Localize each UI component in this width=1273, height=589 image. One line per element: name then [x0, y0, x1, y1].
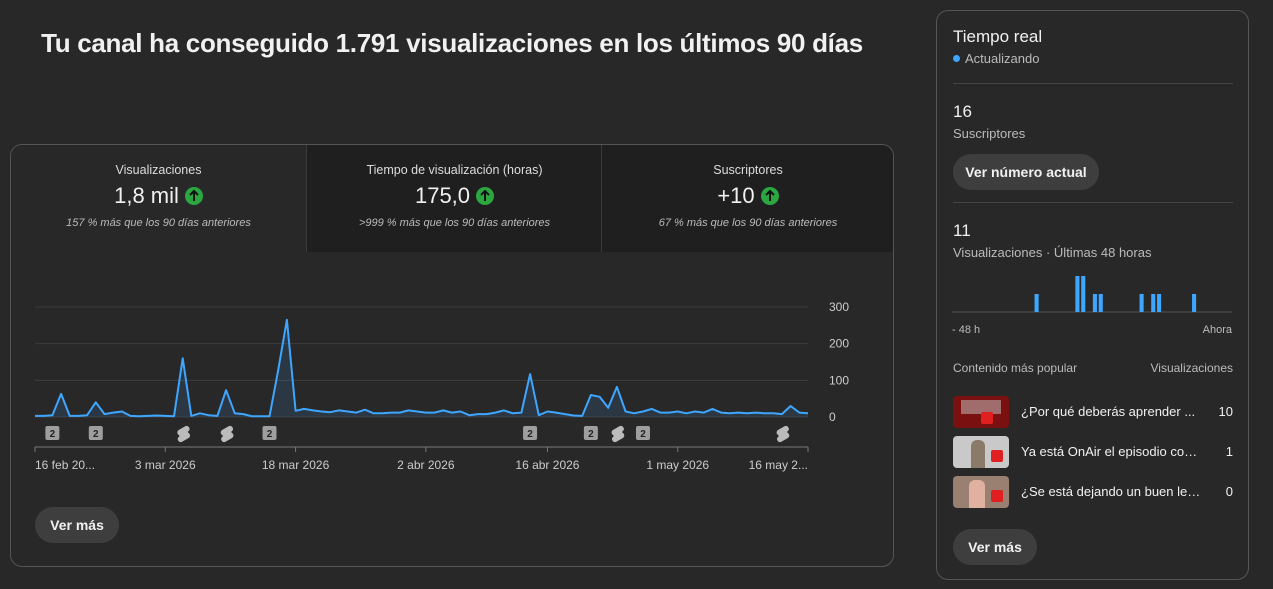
metric-value: +10 — [717, 183, 755, 208]
shorts-icon — [611, 425, 625, 443]
separator — [953, 83, 1233, 84]
x-tick-label: 16 feb 20... — [35, 458, 95, 472]
status-text: Actualizando — [965, 51, 1040, 66]
line-chart: 0 100 200 300 16 feb 20... 3 mar 2026 18 mar 2… — [34, 300, 849, 472]
shorts-icon — [177, 425, 190, 443]
up-arrow — [476, 187, 495, 205]
metric-label: Tiempo de visualización (horas) — [366, 163, 543, 177]
metric-note: 157 % más que los 90 días anteriores — [66, 217, 251, 229]
page-title: Tu canal ha conseguido 1.791 visualizaci… — [41, 28, 863, 58]
bar — [1157, 294, 1162, 312]
top-row[interactable]: ¿Se está dejando un buen leg... 0 — [953, 476, 1233, 508]
x-tick-label: 16 may 2... — [749, 458, 808, 472]
badge — [262, 426, 277, 440]
top-row[interactable]: ¿Por qué deberás aprender ... 10 — [953, 396, 1233, 428]
thumbnail — [953, 436, 1009, 468]
up-arrow — [184, 187, 203, 205]
metric-value: 1,8 mil — [114, 183, 179, 208]
badge-label: 2 — [527, 429, 533, 440]
badge — [88, 426, 103, 440]
badge — [635, 426, 650, 440]
x-tick-label: 2 abr 2026 — [397, 458, 455, 472]
badge — [583, 426, 598, 440]
views-value: 11 — [953, 221, 971, 240]
thumbnail — [953, 476, 1009, 508]
metric-label: Suscriptores — [713, 163, 783, 177]
status: Actualizando — [953, 51, 1039, 66]
thumbnail — [953, 396, 1009, 428]
metric-label: Visualizaciones — [115, 163, 202, 177]
bar — [1081, 276, 1086, 312]
metric-tab[interactable]: Visualizaciones 1,8 mil 157 % más que lo… — [11, 145, 306, 252]
x-tick-label: - 48 h — [952, 324, 980, 336]
status-dot — [953, 55, 960, 62]
video-views: 10 — [1218, 404, 1233, 419]
video-title: Ya está OnAir el episodio con ... — [1021, 444, 1201, 459]
metric-tab[interactable]: Tiempo de visualización (horas) 175,0 >9… — [306, 145, 602, 252]
bar — [1098, 294, 1103, 312]
x-tick-label: 16 abr 2026 — [515, 458, 579, 472]
views-label: Visualizaciones · Últimas 48 horas — [953, 245, 1152, 260]
metric-note: >999 % más que los 90 días anteriores — [358, 217, 551, 229]
shorts-icon — [776, 425, 790, 443]
metric-value: 175,0 — [414, 183, 471, 208]
top-metric: Visualizaciones — [1150, 361, 1234, 375]
y-tick-label: 0 — [829, 410, 836, 424]
realtime-card: Tiempo real Actualizando 16 Suscriptores… — [936, 10, 1249, 580]
y-tick-label: 300 — [829, 300, 849, 314]
metric-note: 67 % más que los 90 días anteriores — [658, 217, 838, 229]
x-tick-label: 1 may 2026 — [646, 458, 709, 472]
shorts-icon — [220, 425, 234, 443]
x-tick-label: 18 mar 2026 — [262, 458, 330, 472]
more-button[interactable]: Ver más — [953, 529, 1037, 565]
bar — [1139, 294, 1144, 312]
bar — [1092, 294, 1097, 312]
badge-label: 2 — [267, 429, 273, 440]
badge-label: 2 — [93, 429, 99, 440]
metric-tab[interactable]: Suscriptores +10 67 % más que los 90 día… — [601, 145, 893, 252]
badge-label: 2 — [640, 429, 646, 440]
subs-value: 16 — [953, 102, 972, 121]
video-views: 1 — [1225, 444, 1233, 459]
subs-label: Suscriptores — [953, 126, 1026, 141]
line — [35, 318, 809, 418]
x-tick-label: Ahora — [1203, 324, 1233, 336]
realtime-chart: - 48 h Ahora — [952, 276, 1233, 336]
top-row[interactable]: Ya está OnAir el episodio con ... 1 — [953, 436, 1233, 468]
x-tick-label: 3 mar 2026 — [135, 458, 196, 472]
bar — [1034, 294, 1039, 312]
video-views: 0 — [1225, 484, 1233, 499]
bar — [1151, 294, 1156, 312]
bar — [1192, 294, 1197, 312]
badge — [45, 426, 60, 440]
y-tick-label: 200 — [829, 337, 849, 351]
top-header: Contenido más popular — [953, 361, 1078, 375]
more-button[interactable]: Ver más — [35, 507, 119, 543]
area — [35, 319, 808, 417]
video-title: ¿Se está dejando un buen leg... — [1021, 484, 1201, 499]
current-button[interactable]: Ver número actual — [953, 154, 1099, 190]
realtime-title: Tiempo real — [953, 27, 1043, 46]
up-arrow — [760, 187, 779, 205]
separator — [953, 202, 1233, 203]
overview-card: Visualizaciones 1,8 mil 157 % más que lo… — [10, 144, 894, 567]
bar — [1075, 276, 1080, 312]
y-tick-label: 100 — [829, 373, 849, 387]
badge-label: 2 — [588, 429, 594, 440]
badge-label: 2 — [50, 429, 56, 440]
badge — [523, 426, 538, 440]
video-title: ¿Por qué deberás aprender ... — [1021, 404, 1196, 419]
